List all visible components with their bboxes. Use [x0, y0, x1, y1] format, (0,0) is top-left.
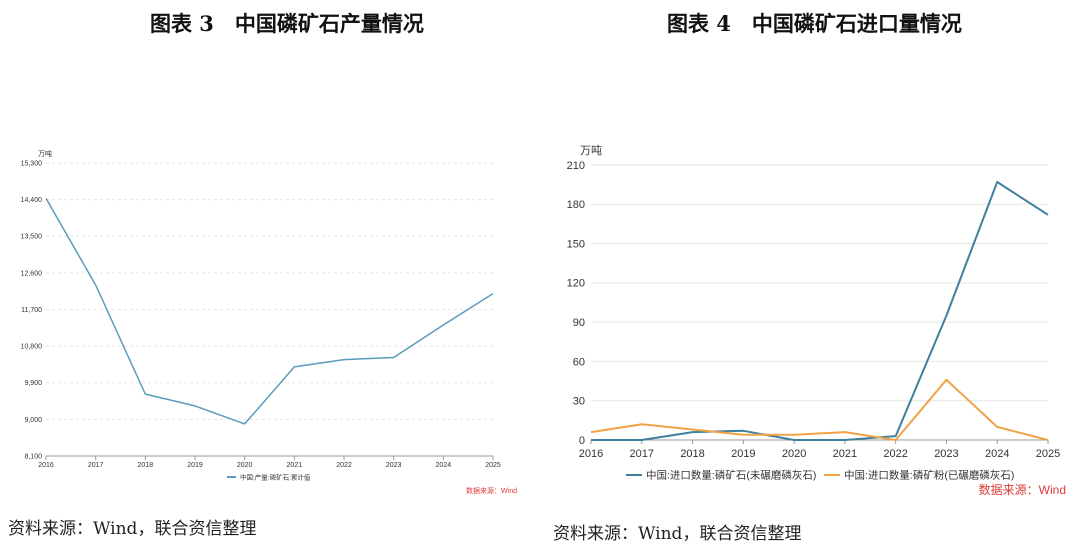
x-tick-label: 2022 [336, 462, 352, 469]
series-line-1 [45, 198, 494, 425]
x-tick-label: 2018 [138, 462, 154, 469]
x-tick-label: 2016 [38, 462, 54, 469]
x-tick-labels: 2016 2017 2018 2019 2020 2021 2022 2023 2024 2025 [579, 448, 1060, 460]
x-tick-label: 2021 [833, 448, 857, 460]
series-line-1 [591, 181, 1049, 441]
axes [45, 455, 494, 460]
x-tick-label: 2021 [287, 462, 303, 469]
x-tick-label: 2022 [883, 448, 907, 460]
y-tick-label: 14,400 [21, 197, 43, 204]
y-tick-label: 15,300 [21, 160, 43, 167]
series-lines [45, 198, 494, 425]
unit-label: 万吨 [38, 149, 52, 158]
grid-lines [591, 164, 1048, 402]
figure-title-left: 图表 3 中国磷矿石产量情况 [150, 11, 424, 36]
y-tick-label: 11,700 [21, 307, 42, 314]
source-note-left: 资料来源：Wind，联合资信整理 [8, 519, 257, 539]
legend-label-2: 中国:进口数量:磷矿粉(已碾磨磷灰石) [844, 469, 1014, 482]
x-tick-label: 2025 [1036, 448, 1060, 460]
y-tick-label: 60 [573, 356, 585, 368]
x-tick-label: 2019 [731, 448, 755, 460]
x-tick-label: 2017 [88, 462, 104, 469]
y-tick-label: 9,900 [24, 380, 42, 387]
y-tick-label: 180 [567, 199, 585, 211]
series-line-2 [590, 378, 1049, 441]
source-note-right: 资料来源：Wind，联合资信整理 [553, 524, 802, 544]
y-tick-label: 9,000 [24, 417, 42, 424]
series-lines [590, 181, 1049, 441]
y-tick-label: 90 [573, 317, 585, 329]
x-tick-label: 2023 [386, 462, 402, 469]
x-tick-label: 2017 [630, 448, 654, 460]
y-tick-label: 8,100 [24, 453, 42, 460]
legend: 中国:进口数量:磷矿石(未碾磨磷灰石) 中国:进口数量:磷矿粉(已碾磨磷灰石) [626, 469, 1014, 482]
y-tick-label: 13,500 [21, 234, 43, 241]
x-tick-label: 2024 [436, 462, 452, 469]
data-source-label: 数据来源：Wind [979, 482, 1066, 497]
x-tick-label: 2023 [934, 448, 958, 460]
x-tick-label: 2016 [579, 448, 603, 460]
x-tick-label: 2018 [680, 448, 704, 460]
x-tick-label: 2020 [237, 462, 253, 469]
legend-label-1: 中国:进口数量:磷矿石(未碾磨磷灰石) [646, 469, 816, 482]
import-chart: 0 30 60 90 120 150 180 210 2016 2017 2018 2019 2020… [567, 144, 1066, 497]
y-tick-labels: 8,100 9,000 9,900 10,800 11,700 12,600 13,500 1… [21, 160, 43, 460]
data-source-label: 数据来源：Wind [466, 486, 517, 495]
x-tick-label: 2025 [485, 462, 501, 469]
y-tick-label: 30 [573, 396, 585, 408]
y-tick-label: 150 [567, 238, 585, 250]
x-tick-labels: 2016 2017 2018 2019 2020 2021 2022 2023 2024 2025 [38, 462, 501, 469]
grid-lines [46, 162, 493, 420]
x-tick-label: 2024 [985, 448, 1009, 460]
y-tick-label: 10,800 [21, 344, 43, 351]
y-tick-labels: 0 30 60 90 120 150 180 210 [567, 160, 585, 447]
y-tick-label: 0 [579, 435, 585, 447]
production-chart: 8,100 9,000 9,900 10,800 11,700 12,600 13,500 1… [21, 149, 518, 495]
y-tick-label: 210 [567, 160, 585, 172]
legend: 中国:产量:磷矿石:累计值 [227, 472, 311, 481]
y-tick-label: 12,600 [21, 270, 43, 277]
figure-title-right: 图表 4 中国磷矿石进口量情况 [667, 11, 962, 36]
y-tick-label: 120 [567, 278, 585, 290]
legend-label-1: 中国:产量:磷矿石:累计值 [240, 472, 311, 481]
x-tick-label: 2020 [782, 448, 806, 460]
unit-label: 万吨 [580, 144, 602, 157]
x-tick-label: 2019 [187, 462, 203, 469]
